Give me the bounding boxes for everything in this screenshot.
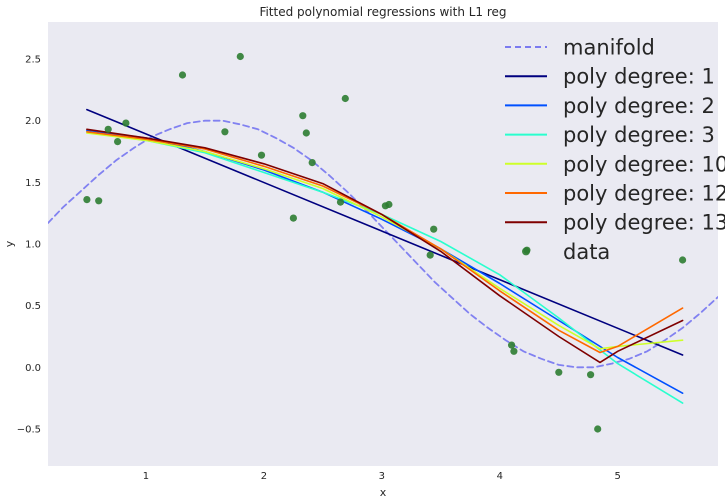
y-tick-label: 2.0 xyxy=(25,116,41,127)
chart-title: Fitted polynomial regressions with L1 re… xyxy=(259,5,506,19)
data-point xyxy=(83,196,91,204)
y-tick-label: 2.5 xyxy=(25,55,41,66)
y-tick-label: 0.5 xyxy=(25,301,41,312)
series-line-5 xyxy=(86,131,684,354)
data-point xyxy=(95,197,103,205)
data-point xyxy=(555,368,563,376)
data-point xyxy=(289,214,297,222)
data-point xyxy=(308,159,316,167)
y-tick-label: −0.5 xyxy=(17,425,41,436)
y-axis-label: y xyxy=(3,240,16,247)
data-point xyxy=(679,256,687,264)
axis-ticks: 1 2 3 4 5 −0.5 0.0 0.5 1.0 1.5 2.0 2.5 xyxy=(17,55,621,483)
series-line-1 xyxy=(86,108,684,356)
data-point xyxy=(302,129,310,137)
x-tick-label: 1 xyxy=(143,471,149,482)
x-axis-label: x xyxy=(380,486,387,499)
y-tick-label: 0.0 xyxy=(25,363,41,374)
plot-background xyxy=(48,22,718,466)
data-point xyxy=(508,341,516,349)
data-point xyxy=(299,112,307,120)
data-point xyxy=(510,347,518,355)
data-point xyxy=(122,119,130,127)
data-point xyxy=(178,71,187,79)
legend-label-1: poly degree: 1 xyxy=(563,65,715,89)
y-tick-label: 1.5 xyxy=(25,178,41,189)
legend-label-2: poly degree: 2 xyxy=(563,94,715,118)
data-point xyxy=(385,200,393,209)
x-tick-label: 2 xyxy=(261,471,267,482)
data-point xyxy=(221,128,229,136)
data-point xyxy=(587,371,595,379)
data-point xyxy=(236,52,244,61)
data-point xyxy=(594,425,602,433)
legend-label-0: manifold xyxy=(563,36,655,60)
x-tick-label: 4 xyxy=(497,471,503,482)
legend-swatch-data xyxy=(522,247,530,256)
legend: manifold poly degree: 1 poly degree: 2 poly… xyxy=(505,36,725,264)
legend-label-6: poly degree: 13 xyxy=(563,211,725,235)
x-tick-label: 3 xyxy=(379,471,385,482)
legend-label-data: data xyxy=(563,240,610,264)
data-point xyxy=(426,251,434,259)
x-tick-label: 5 xyxy=(615,471,621,482)
series-line-6 xyxy=(86,128,684,364)
legend-label-4: poly degree: 10 xyxy=(563,152,725,176)
legend-label-3: poly degree: 3 xyxy=(563,123,715,147)
data-point xyxy=(104,125,112,133)
data-point xyxy=(341,94,349,103)
data-point xyxy=(336,198,345,206)
series-line-0 xyxy=(48,119,718,369)
y-tick-label: 1.0 xyxy=(25,240,41,251)
legend-label-5: poly degree: 12 xyxy=(563,182,725,206)
plot-content xyxy=(48,52,718,433)
data-point xyxy=(114,138,122,146)
data-point xyxy=(430,225,438,233)
data-point xyxy=(257,151,266,159)
